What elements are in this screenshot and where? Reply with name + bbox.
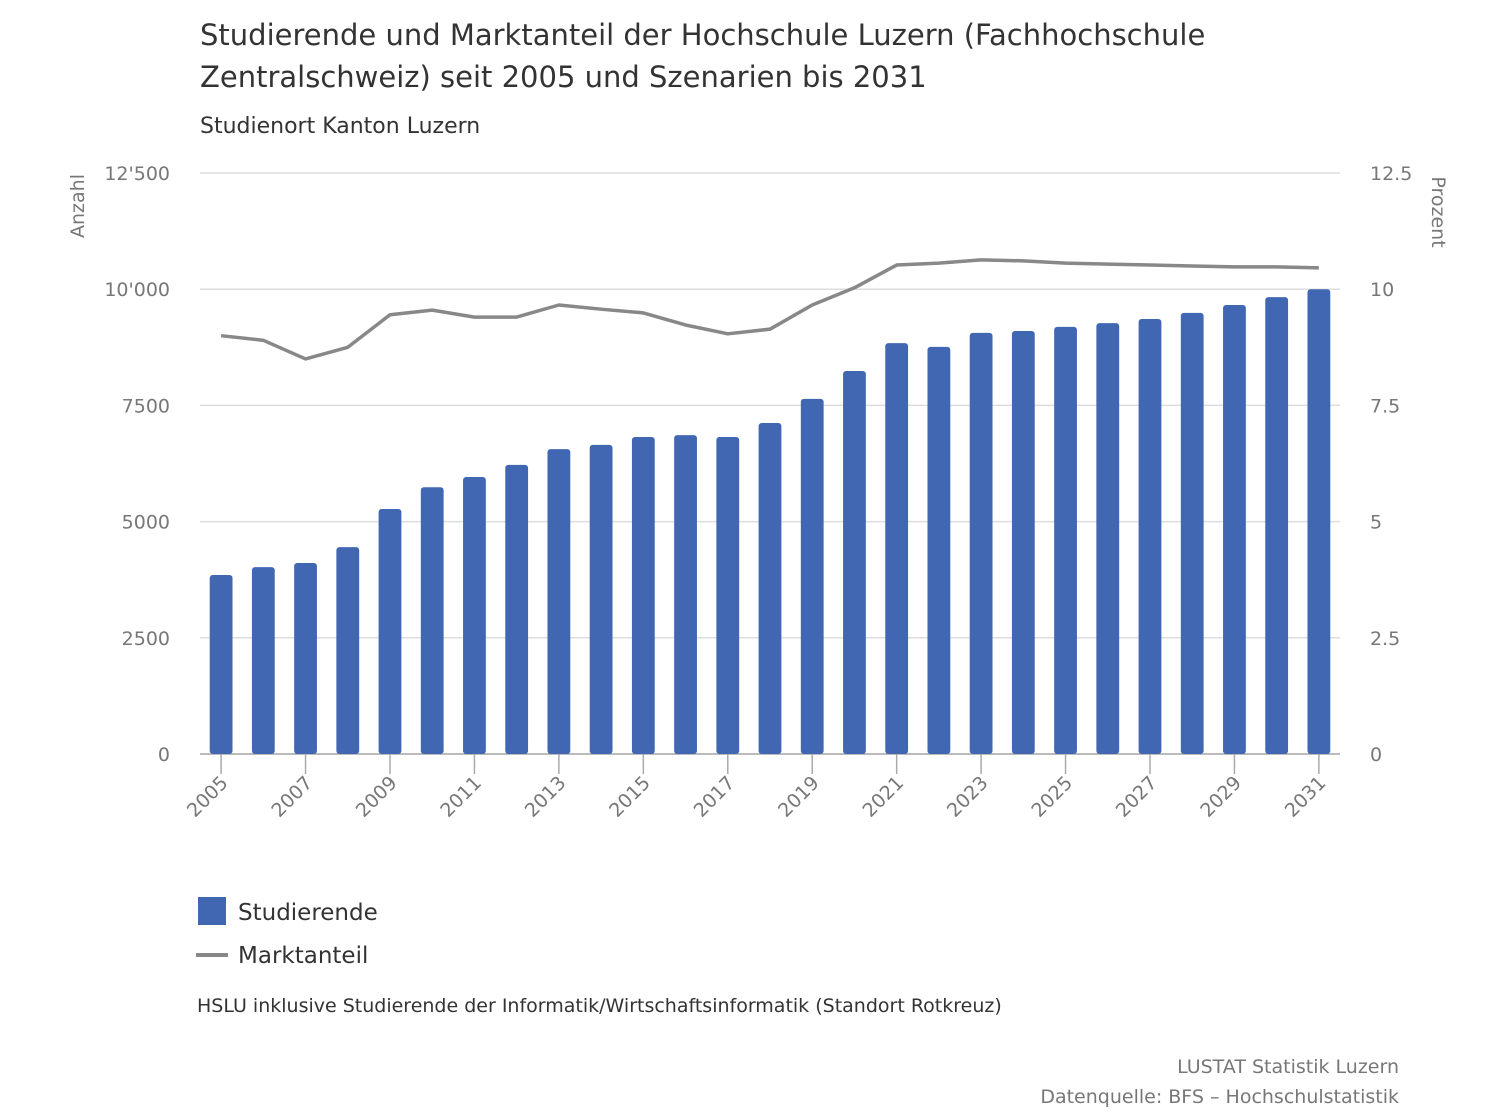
y2-tick-label: 2.5 bbox=[1370, 628, 1400, 650]
x-tick-label: 2015 bbox=[605, 772, 655, 822]
bar bbox=[1307, 289, 1331, 754]
y2-tick-label: 7.5 bbox=[1370, 395, 1400, 417]
bar bbox=[1138, 318, 1162, 754]
line bbox=[220, 258, 1319, 361]
chart-subtitle: Studienort Kanton Luzern bbox=[200, 114, 481, 139]
y2-tick-label: 10 bbox=[1370, 279, 1394, 301]
bar bbox=[927, 346, 951, 754]
y2-tick-label: 0 bbox=[1370, 744, 1382, 766]
bar bbox=[1265, 297, 1289, 754]
bar bbox=[843, 371, 866, 754]
x-tick-label: 2017 bbox=[690, 772, 740, 822]
y-tick-label: 5000 bbox=[122, 512, 170, 534]
x-tick-label: 2009 bbox=[352, 772, 402, 822]
bar bbox=[1180, 312, 1204, 754]
note: HSLU inklusive Studierende der Informati… bbox=[197, 995, 1002, 1017]
x-tick-label: 2021 bbox=[858, 772, 908, 822]
bar bbox=[1011, 331, 1035, 754]
bar bbox=[1054, 326, 1077, 754]
x-tick-label: 2031 bbox=[1281, 772, 1331, 822]
y-tick-label: 10'000 bbox=[104, 279, 170, 301]
legend-label: Marktanteil bbox=[238, 943, 368, 969]
bar bbox=[885, 343, 909, 754]
source: LUSTAT Statistik Luzern bbox=[1177, 1056, 1399, 1078]
bar bbox=[589, 444, 613, 754]
y2-tick-label: 12.5 bbox=[1370, 163, 1412, 185]
bar bbox=[1096, 323, 1120, 754]
bar bbox=[378, 509, 402, 754]
bar bbox=[209, 575, 233, 754]
bar bbox=[758, 423, 782, 754]
bar bbox=[800, 398, 824, 754]
x-tick-label: 2029 bbox=[1196, 772, 1246, 822]
x-tick-label: 2007 bbox=[267, 772, 317, 822]
x-tick-label: 2025 bbox=[1027, 772, 1077, 822]
x-tick-label: 2023 bbox=[943, 772, 993, 822]
bar bbox=[674, 435, 697, 754]
y-axis-label: Anzahl bbox=[67, 174, 89, 238]
bar bbox=[463, 476, 486, 754]
bar bbox=[294, 562, 317, 754]
bar bbox=[547, 449, 571, 754]
bar bbox=[336, 547, 360, 754]
bar bbox=[251, 567, 275, 754]
y-tick-label: 7500 bbox=[122, 395, 170, 417]
bar bbox=[1223, 305, 1246, 754]
y-tick-label: 12'500 bbox=[104, 163, 170, 185]
legend-label: Studierende bbox=[238, 900, 378, 926]
bar bbox=[420, 487, 444, 754]
legend-swatch bbox=[198, 897, 226, 925]
x-tick-label: 2005 bbox=[183, 772, 233, 822]
bar bbox=[969, 332, 993, 754]
x-tick-label: 2011 bbox=[436, 772, 486, 822]
y2-tick-label: 5 bbox=[1370, 512, 1382, 534]
bar bbox=[505, 464, 529, 754]
y-tick-label: 2500 bbox=[122, 628, 170, 650]
source: Datenquelle: BFS – Hochschulstatistik bbox=[1040, 1086, 1399, 1108]
y-tick-label: 0 bbox=[158, 744, 170, 766]
y2-axis-label: Prozent bbox=[1427, 176, 1449, 247]
bar bbox=[716, 437, 740, 754]
bar bbox=[631, 437, 655, 754]
chart-title: Studierende und Marktanteil der Hochschu… bbox=[200, 18, 1206, 94]
x-tick-label: 2027 bbox=[1112, 772, 1162, 822]
x-tick-label: 2019 bbox=[774, 772, 824, 822]
x-tick-label: 2013 bbox=[521, 772, 571, 822]
